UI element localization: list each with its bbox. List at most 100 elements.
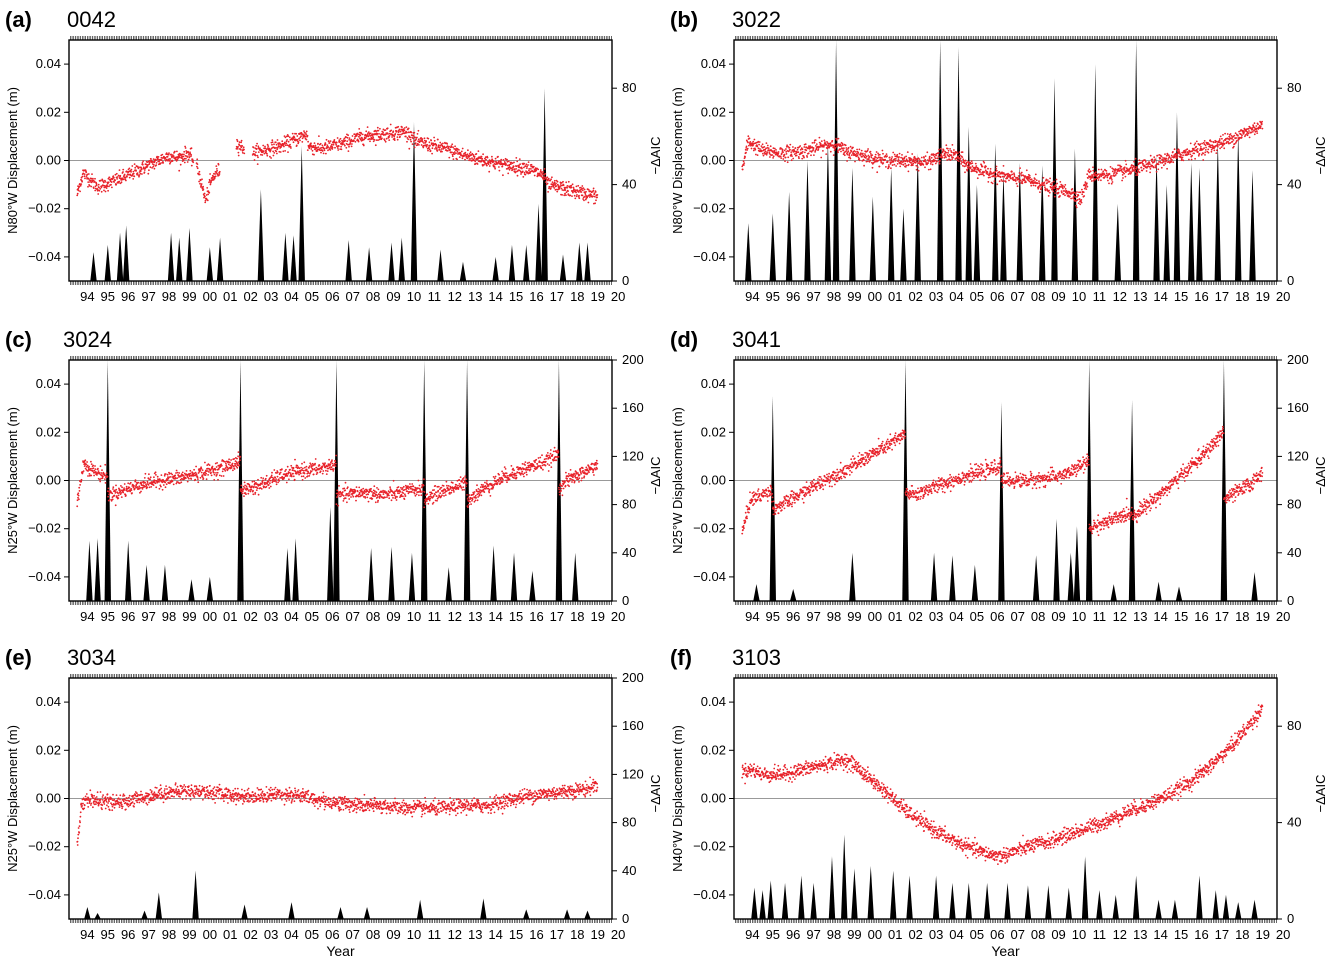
displacement-point [938,162,941,165]
displacement-point [436,150,439,152]
displacement-point [426,143,428,146]
x-tick-label: 10 [407,289,421,304]
displacement-point [815,143,818,146]
displacement-point [108,185,110,188]
aic-peak [965,126,972,281]
displacement-point [1151,158,1154,161]
displacement-point [578,197,581,200]
displacement-point [77,496,79,499]
displacement-point [1197,154,1200,157]
aic-peak [900,208,907,281]
x-tick-label: 98 [827,289,841,304]
displacement-point [945,151,948,154]
displacement-point [1229,142,1232,144]
displacement-point [321,150,324,152]
displacement-point [344,144,346,147]
displacement-point [116,176,119,178]
displacement-point [1055,185,1057,188]
displacement-point [881,149,884,152]
displacement-point [543,168,546,170]
displacement-point [90,463,93,465]
x-tick-label: 04 [949,289,963,304]
displacement-point [137,167,140,170]
displacement-point [281,140,284,143]
displacement-point [301,137,304,140]
displacement-point [84,459,87,462]
displacement-point [548,187,550,190]
displacement-point [1231,140,1234,143]
displacement-point [313,146,316,149]
displacement-point [1047,195,1050,197]
displacement-point [401,126,403,128]
displacement-point [823,144,825,147]
x-tick-label: 97 [806,289,820,304]
displacement-point [1094,178,1097,181]
displacement-point [99,188,102,190]
displacement-point [1097,168,1100,171]
displacement-point [575,185,578,188]
displacement-point [374,144,377,147]
displacement-point [513,161,515,164]
displacement-point [927,168,930,171]
x-tick-label: 95 [101,289,115,304]
displacement-point [744,156,746,158]
displacement-point [1178,149,1180,152]
displacement-point [472,154,475,156]
displacement-point [122,168,125,171]
displacement-point [334,146,336,149]
x-tick-label: 16 [1194,289,1208,304]
displacement-point [486,156,489,159]
displacement-point [176,158,179,161]
displacement-point [930,156,933,159]
displacement-point [1187,152,1190,155]
displacement-point [779,155,782,158]
displacement-point [1204,151,1207,154]
displacement-point [1251,131,1254,133]
displacement-point [437,138,439,141]
displacement-point [783,149,786,152]
displacement-point [877,152,879,155]
displacement-point [1134,157,1137,160]
displacement-point [262,144,265,147]
displacement-point [1197,151,1199,153]
displacement-point [812,147,815,149]
displacement-point [102,181,105,184]
displacement-point [882,152,884,155]
displacement-point [1204,154,1206,156]
displacement-point [995,175,997,178]
displacement-point [506,164,509,167]
displacement-point [121,177,123,180]
displacement-point [1182,159,1185,162]
displacement-point [565,181,568,184]
displacement-point [471,157,473,160]
x-tick-label: 05 [305,289,319,304]
displacement-point [772,155,775,158]
aic-peak [367,547,375,601]
aic-peak [510,552,518,601]
displacement-point [76,505,79,508]
displacement-point [777,151,780,153]
displacement-point [918,158,921,161]
displacement-point [423,139,426,142]
displacement-point [1203,147,1205,150]
displacement-point [1142,167,1145,170]
displacement-point [1074,196,1077,198]
x-tick-label: 14 [1153,289,1167,304]
displacement-point [261,154,264,156]
displacement-point [958,151,961,154]
displacement-point [448,156,451,159]
displacement-point [209,180,211,182]
displacement-point [336,137,339,139]
displacement-point [1170,160,1173,163]
displacement-point [584,192,587,195]
displacement-point [276,152,278,155]
displacement-point [781,149,784,151]
displacement-point [1172,161,1175,164]
displacement-point [198,173,201,176]
displacement-point [521,167,523,170]
displacement-point [1196,148,1199,150]
displacement-point [1236,139,1238,142]
aic-peak [176,237,183,281]
aic-peak [298,146,305,281]
displacement-point [1018,181,1021,183]
